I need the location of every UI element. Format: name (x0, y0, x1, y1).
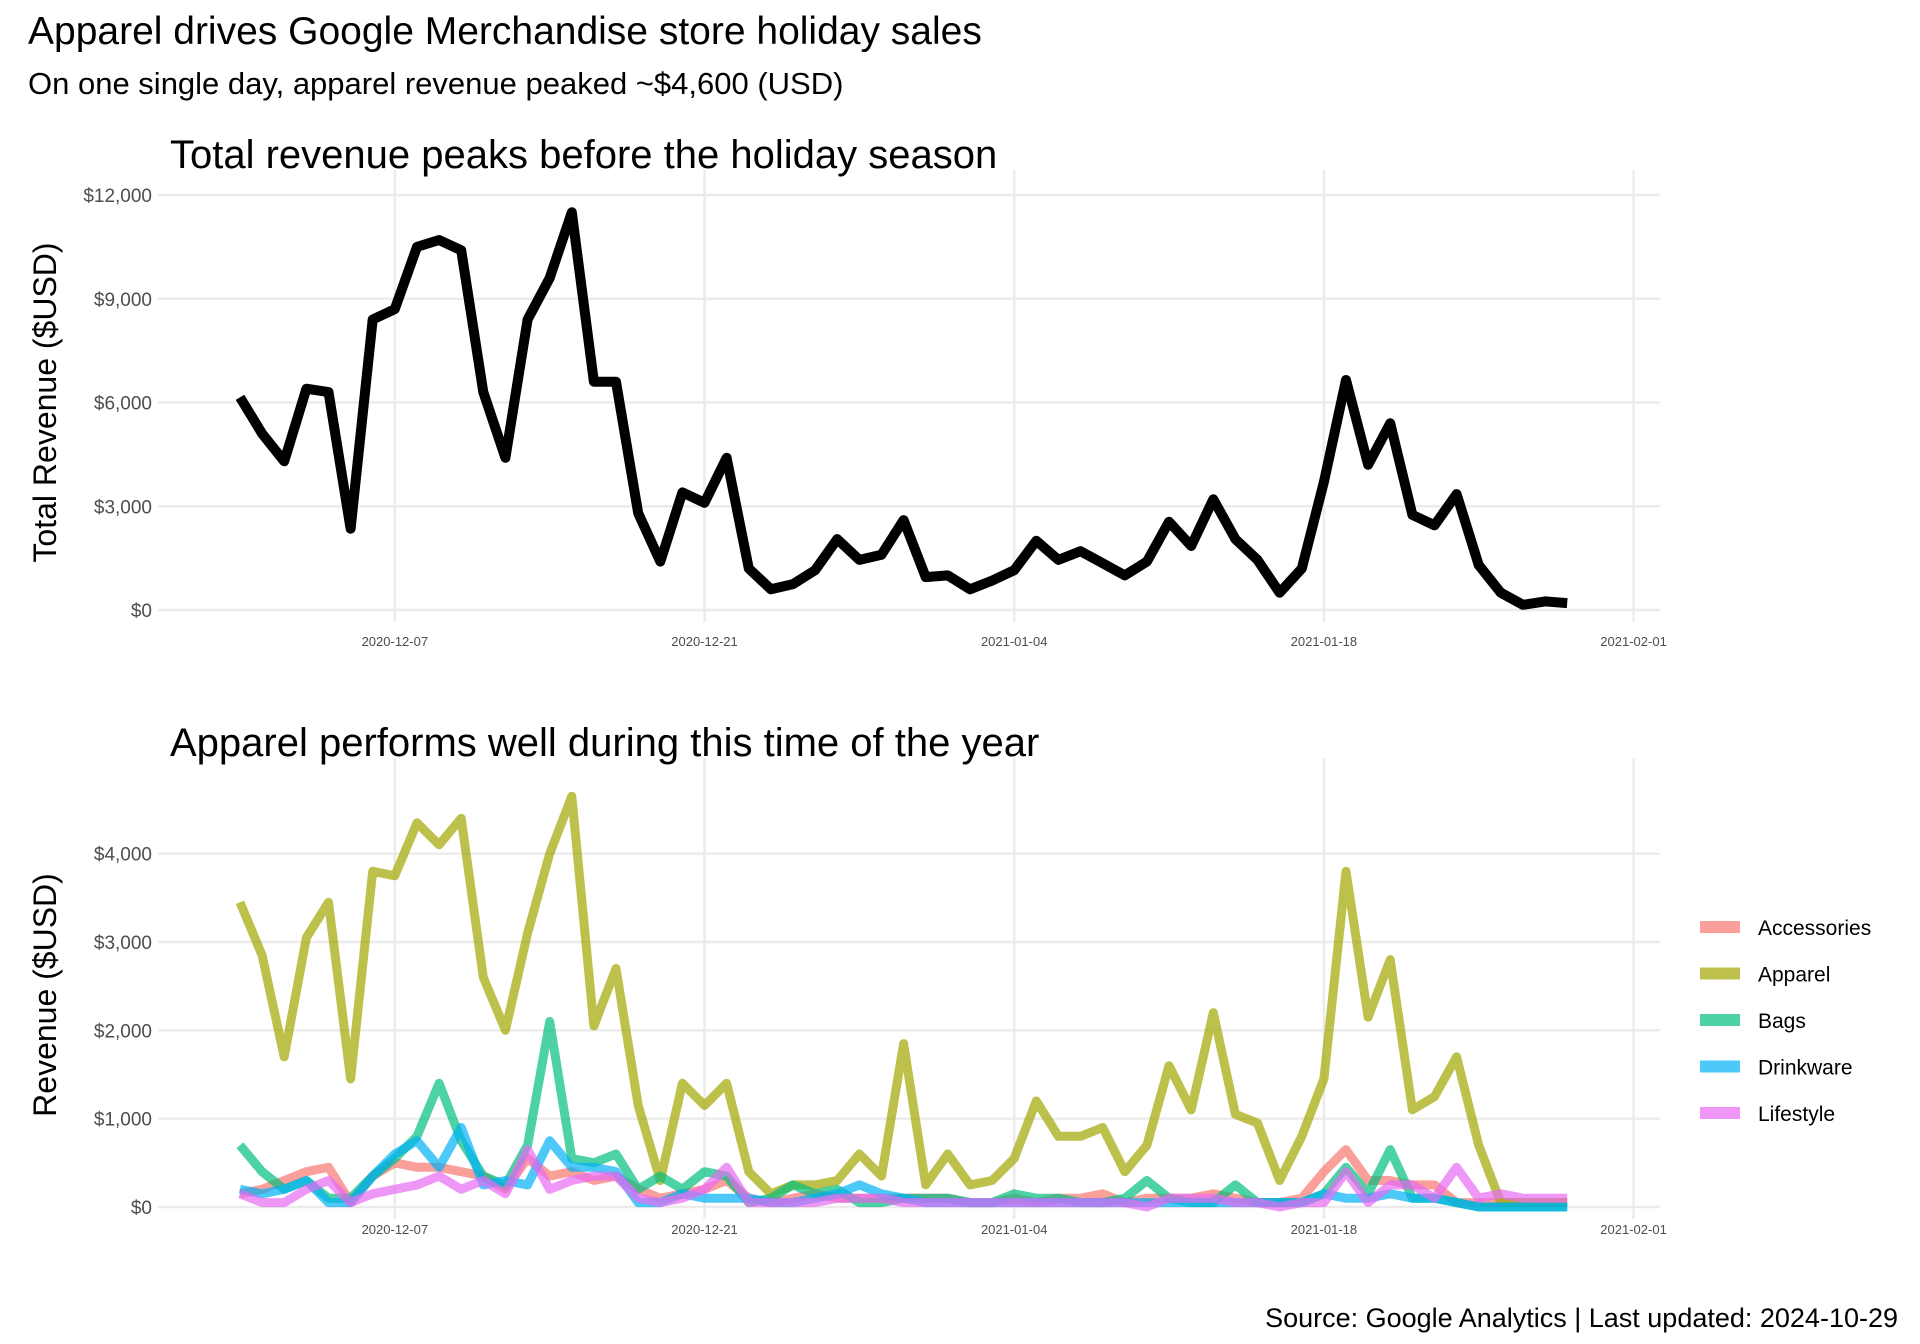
x-tick-label: 2020-12-07 (362, 634, 429, 649)
y-tick-label: $1,000 (94, 1110, 152, 1131)
x-tick-label: 2020-12-21 (671, 1222, 738, 1237)
chart-subtitle: On one single day, apparel revenue peake… (28, 66, 844, 101)
y-tick-label: $12,000 (83, 186, 152, 207)
x-tick-label: 2021-02-01 (1600, 1222, 1667, 1237)
x-tick-label: 2021-01-18 (1291, 634, 1358, 649)
y-tick-label: $6,000 (94, 394, 152, 415)
x-tick-label: 2021-01-04 (981, 634, 1048, 649)
x-tick-label: 2021-02-01 (1600, 634, 1667, 649)
legend-label: Apparel (1758, 964, 1830, 987)
panel-title: Total revenue peaks before the holiday s… (170, 133, 997, 177)
x-tick-label: 2021-01-18 (1291, 1222, 1358, 1237)
legend-label: Drinkware (1758, 1057, 1853, 1080)
y-tick-label: $9,000 (94, 290, 152, 311)
series-line-total (235, 207, 1568, 610)
x-tick-label: 2021-01-04 (981, 1222, 1048, 1237)
legend-label: Lifestyle (1758, 1103, 1835, 1126)
x-tick-label: 2020-12-21 (671, 634, 738, 649)
y-tick-label: $0 (131, 601, 152, 622)
y-axis-label: Revenue ($USD) (27, 873, 63, 1117)
series-line-apparel (235, 791, 1568, 1208)
x-tick-label: 2020-12-07 (362, 1222, 429, 1237)
y-tick-label: $4,000 (94, 845, 152, 866)
y-tick-label: $3,000 (94, 497, 152, 518)
legend-label: Accessories (1758, 917, 1871, 940)
y-tick-label: $2,000 (94, 1021, 152, 1042)
panel-title: Apparel performs well during this time o… (170, 721, 1039, 765)
y-axis-label: Total Revenue ($USD) (27, 242, 63, 562)
y-tick-label: $0 (131, 1198, 152, 1219)
legend-label: Bags (1758, 1010, 1806, 1033)
y-tick-label: $3,000 (94, 933, 152, 954)
series-line-lifestyle (238, 1145, 1568, 1212)
chart-caption: Source: Google Analytics | Last updated:… (1265, 1303, 1898, 1333)
chart-title: Apparel drives Google Merchandise store … (28, 10, 982, 53)
